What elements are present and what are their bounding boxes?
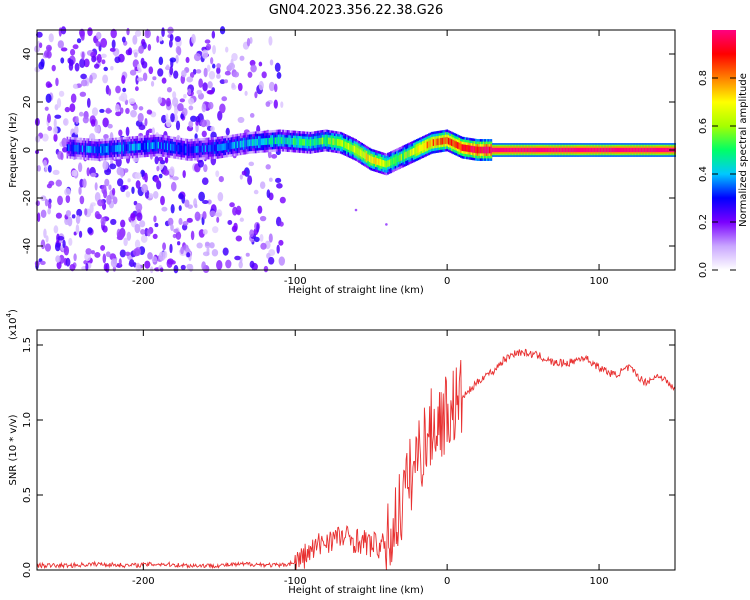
snr-y-tick-label: 0.5 [22,487,33,503]
snr-x-tick-label: 0 [444,576,450,587]
snr-x-label: Height of straight line (km) [288,585,424,596]
svg-text:(x104): (x104) [5,309,19,340]
spectrogram-y-tick-label: 40 [22,48,33,61]
spectrogram-x-label: Height of straight line (km) [288,285,424,296]
spectrogram-x-tick-label: -200 [132,276,155,287]
snr-x-tick-label: 100 [590,576,609,587]
colorbar-tick-label: 0.2 [698,214,709,230]
colorbar: 0.0 0.2 0.4 0.6 0.8 Normalized spectral ampl… [698,30,749,278]
spectrogram-plot-area [34,26,676,274]
colorbar-tick-label: 0.6 [698,118,709,134]
spectrogram-y-tick-label: 20 [22,96,33,109]
snr-y-tick-label: 1.0 [22,412,33,428]
spectrogram-y-ticks: -40 -20 0 20 40 [22,48,675,254]
snr-y-ticks: 0.0 0.5 1.0 1.5 [22,337,675,578]
colorbar-tick-label: 0.4 [698,166,709,182]
spectrogram-y-tick-label: -20 [22,190,33,206]
colorbar-ticks: 0.0 0.2 0.4 0.6 0.8 [698,70,736,278]
colorbar-tick-label: 0.8 [698,70,709,86]
snr-y-tick-label: 0.0 [22,562,33,578]
snr-y-tick-label: 1.5 [22,337,33,353]
colorbar-label: Normalized spectral amplitude [738,73,749,227]
colorbar-gradient [712,30,736,270]
snr-scale-label: (x104) [5,309,19,340]
snr-x-tick-label: -100 [284,576,307,587]
spectrogram-y-tick-label: 0 [22,147,33,153]
spectrogram-x-tick-label: -100 [284,276,307,287]
snr-y-label: SNR (10 * v/v) [8,414,19,485]
snr-scale-prefix: (x10 [8,317,19,340]
snr-x-ticks: -200 -100 0 100 [132,330,609,587]
snr-x-tick-label: -200 [132,576,155,587]
snr-scale-exp: 4 [5,312,13,317]
snr-series-line [36,348,676,571]
figure-title: GN04.2023.356.22.38.G26 [269,3,444,18]
snr-frame [36,329,676,571]
spectrogram-y-tick-label: -40 [22,238,33,254]
colorbar-tick-label: 0.0 [698,262,709,278]
spectrogram-x-tick-label: 0 [444,276,450,287]
snr-panel: -200 -100 0 100 0.0 0.5 1.0 1.5 Height of stra… [5,309,676,596]
spectrogram-y-label: Frequency (Hz) [8,112,19,188]
spectrogram-x-ticks: -200 -100 0 100 [132,30,609,287]
snr-plot-area [36,348,676,571]
spectrogram-x-tick-label: 100 [590,276,609,287]
